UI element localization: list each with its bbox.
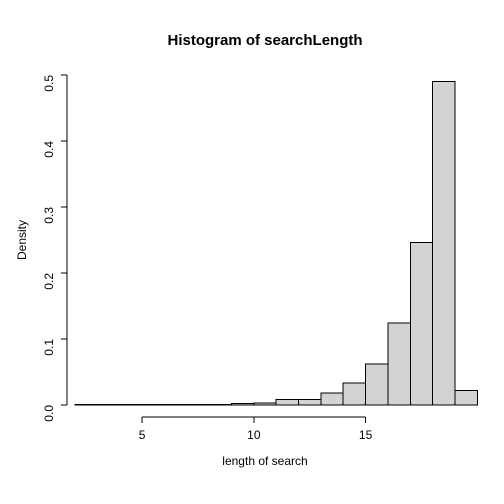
- histogram-bar: [299, 400, 321, 405]
- histogram-bar: [209, 404, 231, 405]
- histogram-bar: [231, 404, 253, 405]
- y-tick-label: 0.0: [42, 405, 56, 422]
- x-axis-label: length of search: [222, 454, 307, 468]
- y-tick-label: 0.2: [42, 273, 56, 290]
- histogram-bar: [97, 404, 119, 405]
- histogram-bar: [276, 400, 298, 405]
- y-tick-label: 0.4: [42, 141, 56, 158]
- histogram-bar: [366, 364, 388, 405]
- x-tick-label: 10: [247, 428, 261, 442]
- histogram-bar: [321, 393, 343, 405]
- x-axis: 5 10 15: [139, 417, 373, 442]
- y-axis: 0.0 0.1 0.2 0.3 0.4 0.5: [42, 75, 67, 422]
- chart-title: Histogram of searchLength: [167, 32, 362, 49]
- histogram-bars: [75, 82, 477, 405]
- y-tick-label: 0.5: [42, 75, 56, 92]
- y-axis-label: Density: [15, 220, 29, 260]
- histogram-bar: [343, 383, 365, 405]
- histogram-bar: [254, 403, 276, 405]
- histogram-bar: [455, 390, 477, 405]
- histogram-bar: [75, 404, 97, 405]
- y-tick-label: 0.1: [42, 339, 56, 356]
- histogram-bar: [187, 404, 209, 405]
- x-tick-label: 5: [139, 428, 146, 442]
- histogram-bar: [164, 404, 186, 405]
- histogram-chart: Histogram of searchLength Density length…: [0, 0, 504, 504]
- histogram-bar: [388, 323, 410, 405]
- histogram-bar: [433, 82, 455, 405]
- histogram-bar: [410, 243, 432, 405]
- y-tick-label: 0.3: [42, 207, 56, 224]
- histogram-bar: [120, 404, 142, 405]
- x-tick-label: 15: [359, 428, 373, 442]
- histogram-bar: [142, 404, 164, 405]
